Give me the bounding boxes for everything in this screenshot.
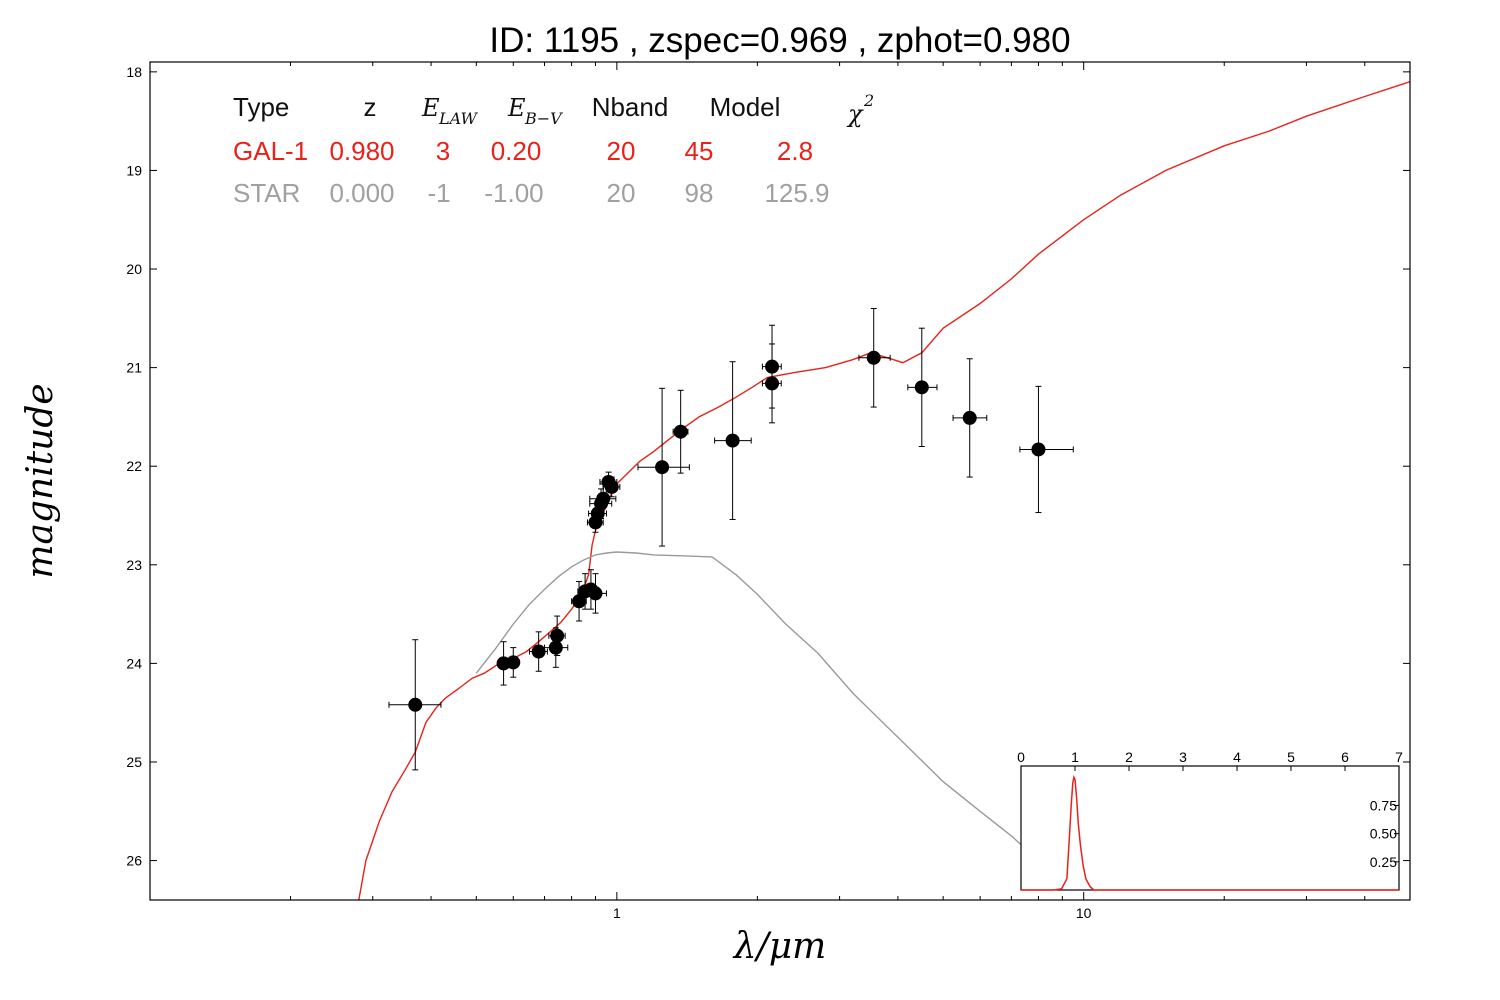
y-tick-label: 24 [126, 655, 142, 671]
data-point [589, 483, 617, 515]
gal-elaw: 3 [436, 136, 450, 166]
point-marker [408, 697, 423, 712]
star-type: STAR [233, 178, 300, 208]
inset-x-tick-label: 1 [1071, 749, 1079, 765]
data-point [529, 631, 548, 672]
galaxy-model-line [358, 81, 1410, 900]
data-point [672, 389, 689, 474]
point-marker [962, 410, 977, 425]
y-tick-label: 18 [126, 64, 142, 80]
point-marker [548, 640, 563, 655]
header-ebv: E B−V [507, 94, 563, 128]
point-marker [550, 628, 565, 643]
inset-x-tick-label: 0 [1017, 749, 1025, 765]
x-tick-label: 1 [613, 905, 621, 921]
data-point [548, 615, 566, 657]
point-marker [604, 479, 619, 494]
star-chi2: 125.9 [764, 178, 829, 208]
point-marker [866, 350, 881, 365]
inset-y-tick-label: 0.75 [1370, 797, 1397, 813]
legend-row-star: STAR 0.000 -1 -1.00 20 98 125.9 [233, 178, 830, 208]
gal-type: GAL-1 [233, 136, 308, 166]
data-point [858, 307, 891, 408]
gal-chi2: 2.8 [777, 136, 813, 166]
data-point [761, 343, 782, 424]
inset-y-tick-label: 0.25 [1370, 854, 1397, 870]
y-tick-label: 19 [126, 162, 142, 178]
inset-x-tick-label: 4 [1233, 749, 1241, 765]
y-axis-label: magnitude [20, 383, 61, 578]
point-marker [506, 655, 521, 670]
star-elaw: -1 [427, 178, 450, 208]
inset-pdz-curve [1021, 774, 1399, 891]
point-marker [914, 380, 929, 395]
legend-table: Type z E LAW E B−V Nband Model χ 2 GAL-1… [233, 91, 874, 208]
inset-ticks: 0 1 2 3 4 5 6 7 0.25 0.50 0.75 [1017, 749, 1403, 870]
header-chi2: χ 2 [846, 91, 874, 128]
x-tick-label: 10 [1076, 905, 1092, 921]
gal-nband: 20 [607, 136, 636, 166]
star-model: 98 [685, 178, 714, 208]
svg-text:2: 2 [863, 91, 874, 110]
data-point [506, 647, 521, 678]
svg-text:B−V: B−V [524, 109, 563, 128]
header-model: Model [710, 92, 781, 122]
svg-text:E: E [421, 94, 440, 122]
inset-x-tick-label: 7 [1395, 749, 1403, 765]
gal-z: 0.980 [329, 136, 394, 166]
point-marker [655, 460, 670, 475]
star-nband: 20 [607, 178, 636, 208]
inset-y-tick-label: 0.50 [1370, 826, 1397, 842]
point-marker [588, 586, 603, 601]
header-type: Type [233, 92, 289, 122]
data-point [637, 387, 690, 547]
svg-text:χ: χ [846, 100, 864, 128]
data-point [602, 476, 621, 498]
data-point [388, 639, 442, 771]
inset-x-tick-label: 6 [1341, 749, 1349, 765]
y-tick-label: 20 [126, 261, 142, 277]
y-tick-label: 22 [126, 458, 142, 474]
x-axis-ticks: 1 10 [149, 62, 1411, 921]
data-point [1019, 385, 1074, 514]
star-model-line [475, 551, 1063, 891]
svg-text:E: E [507, 94, 526, 122]
point-marker [673, 424, 688, 439]
point-marker [531, 644, 546, 659]
y-tick-label: 23 [126, 557, 142, 573]
gal-ebv: 0.20 [491, 136, 542, 166]
point-marker [765, 376, 780, 391]
plot-frame [149, 61, 1411, 901]
header-nband: Nband [592, 92, 669, 122]
star-z: 0.000 [329, 178, 394, 208]
inset-frame [1020, 765, 1400, 891]
chart-title: ID: 1195 , zspec=0.969 , zphot=0.980 [489, 21, 1070, 60]
model-spectra [358, 81, 1410, 900]
data-point [952, 358, 988, 478]
data-point [588, 573, 607, 614]
photometry-points [388, 307, 1074, 771]
point-marker [725, 433, 740, 448]
inset-pdz-line [1021, 774, 1399, 891]
legend-row-gal: GAL-1 0.980 3 0.20 20 45 2.8 [233, 136, 813, 166]
header-elaw: E LAW [421, 94, 479, 128]
inset-x-tick-label: 5 [1287, 749, 1295, 765]
point-marker [1031, 442, 1046, 457]
gal-model: 45 [685, 136, 714, 166]
data-point [714, 361, 752, 520]
y-tick-label: 25 [126, 754, 142, 770]
y-tick-label: 26 [126, 853, 142, 869]
pdz-inset: 0 1 2 3 4 5 6 7 0.25 0.50 0.75 [1017, 749, 1403, 891]
data-point [907, 327, 938, 447]
y-tick-label: 21 [126, 360, 142, 376]
header-z: z [364, 92, 377, 122]
point-marker [596, 491, 611, 506]
star-ebv: -1.00 [484, 178, 543, 208]
inset-x-tick-label: 3 [1179, 749, 1187, 765]
inset-x-tick-label: 2 [1125, 749, 1133, 765]
svg-text:LAW: LAW [438, 109, 479, 128]
x-axis-label: λ/μm [732, 926, 826, 967]
